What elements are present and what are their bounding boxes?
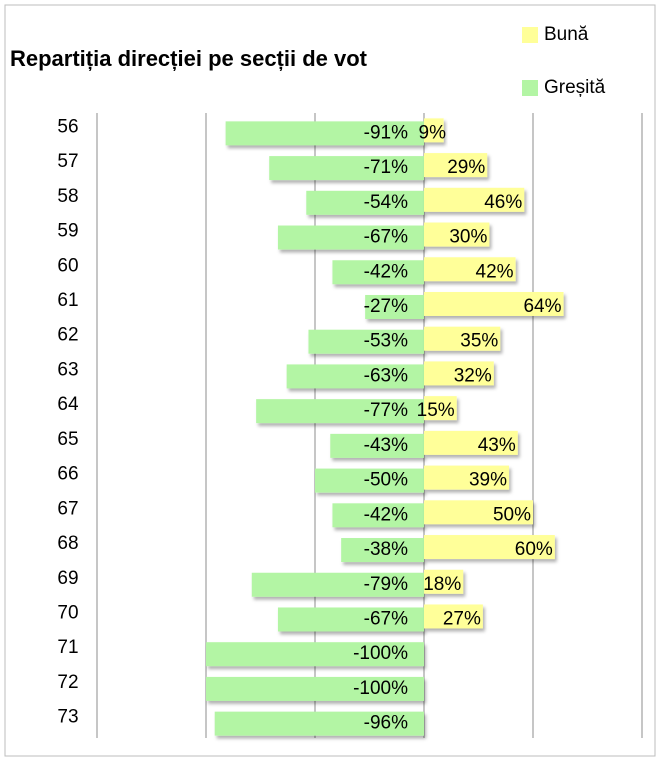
y-tick-label: 66 — [57, 464, 78, 485]
data-label: -42% — [364, 261, 408, 282]
data-label: 39% — [469, 470, 507, 491]
bar — [206, 642, 424, 667]
bar — [424, 257, 516, 282]
bar — [424, 291, 564, 316]
data-label: -71% — [364, 157, 408, 178]
data-label: -42% — [364, 504, 408, 525]
bar — [306, 190, 424, 215]
bar — [315, 468, 424, 493]
bar — [424, 361, 494, 386]
data-label: -91% — [364, 122, 408, 143]
bar — [424, 396, 457, 421]
y-tick-label: 68 — [57, 533, 78, 554]
data-label: 15% — [417, 400, 455, 421]
bar — [424, 222, 490, 247]
data-label: -53% — [364, 331, 408, 352]
data-label: 32% — [454, 365, 492, 386]
data-label: 42% — [476, 261, 514, 282]
data-label: -100% — [353, 678, 408, 699]
bar — [251, 572, 424, 597]
bar — [424, 569, 464, 594]
y-tick-label: 67 — [57, 498, 78, 519]
bar — [424, 604, 483, 629]
bar — [225, 121, 424, 146]
data-label: -96% — [364, 713, 408, 734]
chart-title: Repartiția direcției pe secții de vot — [10, 46, 368, 71]
data-label: 60% — [515, 539, 553, 560]
bar — [277, 607, 424, 632]
bar — [424, 187, 525, 212]
bar — [332, 503, 424, 528]
y-tick-label: 61 — [57, 290, 78, 311]
y-tick-label: 70 — [57, 602, 78, 623]
data-label: 9% — [419, 122, 447, 143]
y-tick-label: 56 — [57, 116, 78, 137]
data-label: 29% — [447, 157, 485, 178]
y-tick-label: 72 — [57, 672, 78, 693]
bar — [341, 538, 424, 563]
bar — [424, 535, 555, 560]
data-label: 18% — [423, 574, 461, 595]
data-label: -27% — [364, 296, 408, 317]
y-tick-label: 65 — [57, 429, 78, 450]
y-tick-label: 64 — [57, 394, 79, 415]
bar — [332, 260, 424, 285]
legend-swatch — [522, 80, 538, 96]
bar — [308, 329, 424, 354]
bar — [424, 500, 533, 525]
y-tick-label: 71 — [57, 637, 78, 658]
bar — [286, 364, 424, 389]
legend-label: Greșită — [544, 77, 606, 98]
data-label: -50% — [364, 470, 408, 491]
data-label: 43% — [478, 435, 516, 456]
bar — [214, 711, 424, 736]
data-label: 46% — [484, 192, 522, 213]
data-label: -79% — [364, 574, 408, 595]
y-tick-label: 69 — [57, 568, 78, 589]
data-label: 64% — [523, 296, 561, 317]
bar — [256, 399, 424, 424]
y-tick-label: 57 — [57, 151, 78, 172]
data-label: -43% — [364, 435, 408, 456]
data-label: 35% — [460, 331, 498, 352]
bar — [365, 294, 424, 319]
y-tick-label: 63 — [57, 359, 78, 380]
data-label: -77% — [364, 400, 408, 421]
bar — [269, 156, 424, 181]
data-label: -67% — [364, 608, 408, 629]
data-label: -67% — [364, 227, 408, 248]
data-label: 50% — [493, 504, 531, 525]
bar — [424, 430, 518, 455]
bar — [277, 225, 424, 250]
data-label: 30% — [449, 227, 487, 248]
y-tick-label: 73 — [57, 707, 78, 728]
y-tick-label: 60 — [57, 255, 78, 276]
data-label: -63% — [364, 365, 408, 386]
y-tick-label: 58 — [57, 186, 78, 207]
bar — [424, 118, 444, 143]
bar — [330, 433, 424, 458]
bar — [424, 326, 501, 351]
bar — [424, 465, 510, 490]
y-tick-label: 59 — [57, 221, 78, 242]
y-tick-label: 62 — [57, 325, 78, 346]
bar — [206, 676, 424, 701]
legend-label: Bună — [544, 24, 589, 45]
bar — [424, 153, 488, 178]
data-label: -38% — [364, 539, 408, 560]
legend-swatch — [522, 27, 538, 43]
data-label: 27% — [443, 608, 481, 629]
data-label: -54% — [364, 192, 408, 213]
data-label: -100% — [353, 643, 408, 664]
